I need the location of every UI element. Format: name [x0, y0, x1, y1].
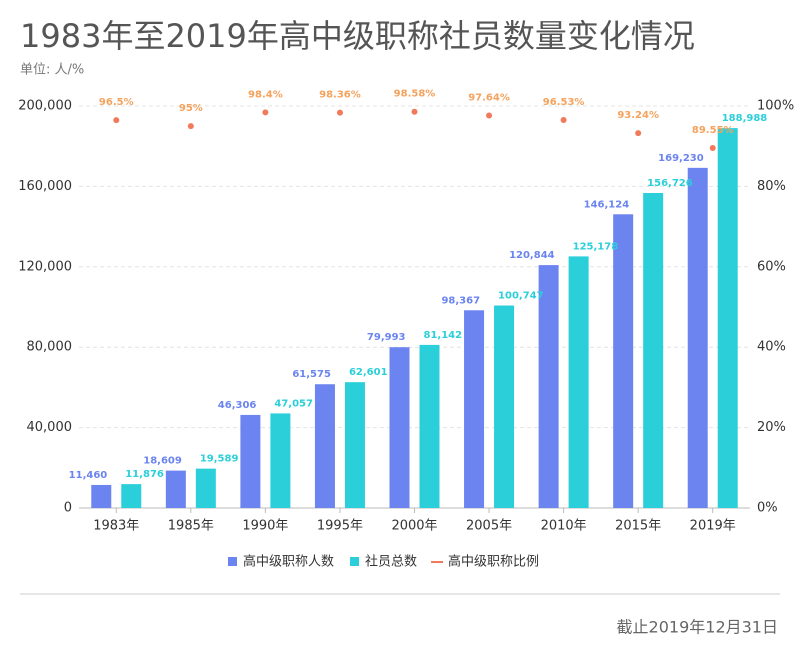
bar-value-label: 11,460: [69, 470, 108, 481]
x-tick-label: 1983年: [93, 519, 139, 534]
line-value-label: 96.5%: [99, 97, 134, 108]
bar: [270, 413, 291, 508]
y2-tick-label: 80%: [757, 179, 786, 194]
y2-tick-label: 0%: [757, 501, 778, 516]
bar: [195, 468, 216, 508]
line-point: [187, 123, 194, 130]
x-tick-label: 2015年: [615, 519, 661, 534]
y-tick-label: 160,000: [18, 179, 72, 194]
y-tick-label: 40,000: [27, 420, 73, 435]
line-value-label: 93.24%: [617, 110, 659, 121]
bar: [717, 128, 738, 508]
y2-tick-label: 60%: [757, 259, 786, 274]
bar-value-label: 125,178: [573, 241, 619, 252]
bar: [613, 214, 634, 508]
line-point: [336, 109, 343, 116]
bar: [344, 382, 365, 508]
bar-value-label: 62,601: [349, 367, 388, 378]
legend-label: 高中级职称人数: [243, 554, 334, 570]
bar-value-label: 98,367: [441, 295, 480, 306]
line-value-label: 95%: [179, 103, 203, 114]
line-value-label: 97.64%: [468, 92, 510, 103]
bar: [419, 344, 440, 508]
y-tick-label: 0: [64, 501, 72, 516]
chart-subtitle: 单位: 人/%: [20, 63, 84, 78]
line-point: [709, 145, 716, 152]
bar-value-label: 156,726: [647, 178, 693, 189]
bar-value-label: 46,306: [218, 400, 257, 411]
x-tick-label: 2000年: [391, 519, 437, 534]
bar: [464, 310, 485, 508]
line-point: [635, 130, 642, 137]
bar-value-label: 79,993: [367, 332, 406, 343]
bar-value-label: 19,589: [200, 454, 239, 465]
line-value-label: 98.58%: [394, 89, 436, 100]
legend-swatch: [350, 557, 360, 566]
line-point: [486, 112, 493, 119]
bar-value-label: 47,057: [274, 398, 313, 409]
line-value-label: 98.4%: [248, 89, 283, 100]
footnote: 截止2019年12月31日: [617, 618, 778, 637]
line-point: [262, 109, 269, 116]
x-tick-label: 1995年: [317, 519, 363, 534]
x-tick-label: 1985年: [168, 519, 214, 534]
y2-tick-label: 20%: [757, 420, 786, 435]
bar: [643, 192, 664, 508]
bar-value-label: 100,747: [498, 290, 544, 301]
x-tick-label: 2005年: [466, 519, 512, 534]
bar-value-label: 61,575: [292, 369, 331, 380]
x-tick-label: 2010年: [541, 519, 587, 534]
y-tick-label: 80,000: [27, 340, 73, 355]
line-value-label: 98.36%: [319, 90, 361, 101]
bar: [121, 484, 142, 508]
y-tick-label: 120,000: [18, 259, 72, 274]
x-tick-label: 2019年: [690, 519, 736, 534]
bar-value-label: 120,844: [509, 250, 555, 261]
legend-swatch: [228, 557, 237, 566]
bar-value-label: 81,142: [424, 330, 463, 341]
bar: [240, 414, 261, 508]
bar-value-label: 169,230: [658, 153, 704, 164]
bar: [568, 256, 589, 508]
line-point: [411, 108, 418, 115]
y2-tick-label: 100%: [757, 99, 794, 114]
y-tick-label: 200,000: [18, 99, 72, 114]
y2-tick-label: 40%: [757, 340, 786, 355]
bar-value-label: 188,988: [722, 113, 768, 124]
bar: [314, 384, 335, 508]
bar: [165, 470, 186, 508]
legend-label: 社员总数: [365, 554, 417, 570]
bar: [389, 347, 410, 508]
bar-value-label: 18,609: [143, 456, 182, 467]
line-point: [113, 117, 120, 124]
x-tick-label: 1990年: [242, 519, 288, 534]
line-value-label: 96.53%: [543, 97, 585, 108]
bar: [91, 484, 112, 508]
line-value-label: 89.55%: [692, 125, 734, 136]
bar-value-label: 146,124: [584, 199, 630, 210]
chart-title: 1983年至2019年高中级职称社员数量变化情况: [20, 17, 695, 55]
bar-value-label: 11,876: [125, 469, 164, 480]
line-point: [560, 116, 567, 123]
legend-label: 高中级职称比例: [448, 554, 539, 570]
bar: [538, 265, 559, 508]
bar: [494, 305, 515, 508]
bar: [687, 167, 708, 508]
